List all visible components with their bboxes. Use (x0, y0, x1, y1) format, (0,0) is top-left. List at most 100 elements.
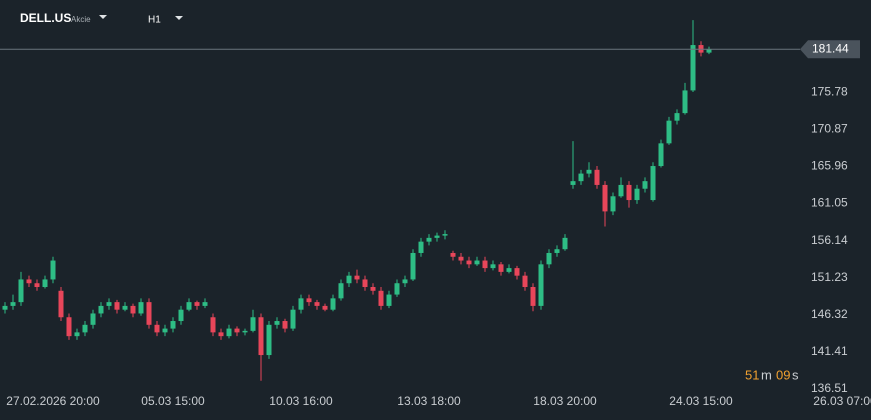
candle-body (434, 235, 440, 238)
candle-body (186, 302, 192, 310)
candle-body (562, 237, 568, 250)
candle-body (338, 283, 344, 299)
candle-body (706, 49, 712, 53)
candle-body (90, 313, 96, 325)
candle-body (346, 275, 352, 284)
candle-body (554, 249, 560, 253)
candle-body (58, 290, 64, 318)
candle-body (394, 283, 400, 295)
candle-body (66, 317, 72, 337)
y-tick-label: 136.51 (811, 381, 848, 395)
candle-body (666, 120, 672, 144)
countdown-minutes-unit: m (761, 367, 772, 382)
candle-body (210, 317, 216, 333)
current-price-box (800, 40, 860, 59)
candle-body (146, 302, 152, 325)
candle-body (642, 181, 648, 189)
candle-body (682, 90, 688, 114)
candle-body (114, 302, 120, 310)
x-tick-label: 26.03 07:00 (813, 394, 871, 408)
candle-body (282, 321, 288, 329)
candle-body (50, 260, 56, 280)
candle-body (386, 294, 392, 306)
x-tick-label: 10.03 16:00 (269, 394, 333, 408)
candle-body (314, 302, 320, 306)
candle-body (658, 143, 664, 167)
candle-body (42, 279, 48, 288)
y-tick-label: 141.41 (811, 344, 848, 358)
y-tick-label: 151.23 (811, 270, 848, 284)
candle-body (690, 45, 696, 91)
y-tick-label: 156.14 (811, 233, 848, 247)
candle-body (34, 283, 40, 288)
symbol-dropdown[interactable] (99, 15, 107, 19)
candle-body (10, 302, 16, 306)
candle-body (2, 305, 8, 310)
current-price-label: 181.44 (812, 41, 849, 55)
candle-body (506, 268, 512, 272)
candle-body (106, 302, 112, 306)
candle-body (218, 332, 224, 337)
candle-body (458, 256, 464, 261)
candle-body (546, 252, 552, 265)
timeframe[interactable]: H1 (148, 15, 161, 26)
candle-body (362, 279, 368, 288)
candle-body (482, 260, 488, 269)
candle-body (74, 332, 80, 337)
candle-body (258, 317, 264, 356)
candle-body (194, 302, 200, 306)
candle-body (330, 298, 336, 310)
candle-body (98, 305, 104, 314)
candle-body (578, 173, 584, 182)
x-tick-label: 05.03 15:00 (141, 394, 205, 408)
candle-body (594, 169, 600, 185)
asset-class: Akcie (71, 15, 91, 24)
candle-body (418, 241, 424, 253)
x-tick-label: 27.02.2026 20:00 (6, 394, 100, 408)
candle-body (618, 184, 624, 197)
x-tick-label: 13.03 18:00 (397, 394, 461, 408)
candle-body (306, 298, 312, 303)
y-tick-label: 170.87 (811, 121, 848, 135)
candle-body (626, 184, 632, 201)
candle-body (634, 188, 640, 201)
candle-body (538, 264, 544, 306)
candle-body (290, 309, 296, 329)
candle-body (274, 321, 280, 325)
candle-body (170, 321, 176, 329)
candle-body (202, 302, 208, 306)
candle-body (298, 298, 304, 310)
candle-body (498, 264, 504, 272)
candle-body (242, 330, 248, 333)
candle-body (474, 260, 480, 265)
x-tick-label: 18.03 20:00 (533, 394, 597, 408)
candle-body (674, 113, 680, 121)
candle-body (138, 302, 144, 314)
countdown-seconds-unit: s (792, 367, 799, 382)
x-tick-label: 24.03 15:00 (669, 394, 733, 408)
candle-body (602, 184, 608, 212)
candle-body (322, 305, 328, 310)
candle-body (234, 328, 240, 333)
candle-body (426, 237, 432, 242)
candle-body (530, 287, 536, 306)
candle-body (26, 279, 32, 284)
countdown-seconds: 09 (776, 367, 790, 382)
candle-body (130, 305, 136, 314)
candle-body (250, 317, 256, 331)
candle-body (570, 181, 576, 185)
timeframe-dropdown[interactable] (175, 16, 183, 20)
candle-body (226, 328, 232, 337)
candle-body (178, 309, 184, 322)
candle-body (402, 279, 408, 284)
candle-body (354, 275, 360, 280)
candle-body (650, 166, 656, 201)
candle-body (18, 279, 24, 303)
y-tick-label: 146.32 (811, 307, 848, 321)
candle-body (514, 268, 520, 276)
symbol[interactable]: DELL.US (20, 11, 71, 25)
candle-body (442, 234, 448, 236)
